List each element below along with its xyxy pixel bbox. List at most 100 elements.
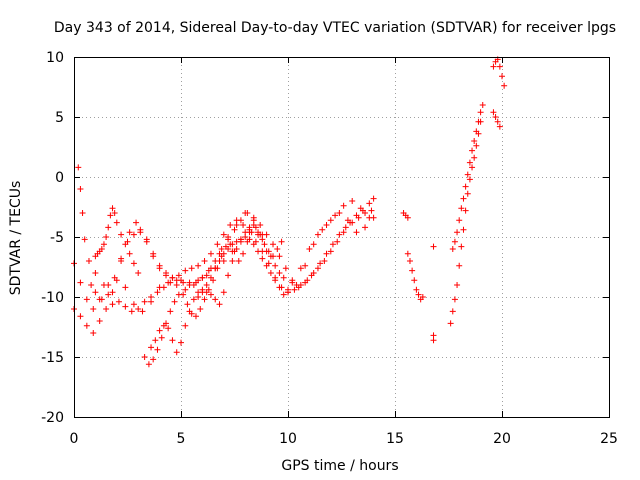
data-point xyxy=(456,217,463,224)
data-point xyxy=(368,207,375,214)
data-point xyxy=(340,202,347,209)
data-point xyxy=(195,277,202,284)
data-point xyxy=(105,224,112,231)
series-peak-drop xyxy=(490,109,503,130)
data-point xyxy=(148,294,155,300)
series-track-c xyxy=(75,164,373,296)
data-point xyxy=(130,301,137,308)
data-point xyxy=(192,313,199,320)
data-point xyxy=(263,262,270,269)
data-point xyxy=(250,214,257,221)
data-point xyxy=(113,219,120,226)
data-point xyxy=(280,291,287,298)
data-point xyxy=(327,217,334,224)
data-point xyxy=(469,147,476,154)
data-point xyxy=(297,282,304,288)
data-point xyxy=(212,265,219,272)
data-point xyxy=(451,296,458,303)
data-point xyxy=(496,63,503,70)
data-point xyxy=(473,142,480,149)
series-track-e xyxy=(141,224,285,368)
data-point xyxy=(419,294,426,300)
data-point xyxy=(141,298,148,305)
data-point xyxy=(158,334,165,341)
data-point xyxy=(103,306,110,312)
data-point xyxy=(163,270,170,276)
y-tick-label: -5 xyxy=(50,230,64,246)
data-point xyxy=(272,277,279,284)
data-point xyxy=(225,236,232,243)
series-rise-b xyxy=(449,102,486,252)
data-point xyxy=(171,298,178,305)
data-point xyxy=(334,238,341,245)
data-point xyxy=(475,118,482,125)
data-point xyxy=(233,246,240,252)
data-point xyxy=(479,102,486,108)
y-tick-label: 10 xyxy=(46,50,64,66)
data-point xyxy=(259,236,266,243)
data-point xyxy=(220,289,227,296)
data-point xyxy=(255,229,262,236)
data-point xyxy=(314,231,321,238)
data-point xyxy=(319,226,326,233)
data-point xyxy=(175,272,182,279)
data-point xyxy=(186,279,193,286)
data-point xyxy=(282,265,289,272)
data-point xyxy=(150,356,157,363)
data-point xyxy=(169,274,176,281)
data-point xyxy=(473,128,480,135)
data-point xyxy=(148,344,155,351)
data-point xyxy=(90,330,97,336)
data-point xyxy=(246,224,253,231)
data-point xyxy=(447,320,454,327)
data-point xyxy=(92,289,99,296)
data-point xyxy=(160,322,167,329)
data-point xyxy=(135,270,142,276)
data-point xyxy=(83,296,90,303)
data-point xyxy=(145,361,152,368)
data-point xyxy=(250,241,257,248)
data-point xyxy=(154,289,161,296)
data-point xyxy=(156,327,163,334)
series-gap-segment-c xyxy=(430,243,437,344)
data-point xyxy=(118,231,125,238)
x-tick-label: 15 xyxy=(386,431,404,447)
data-point xyxy=(291,286,298,293)
data-point xyxy=(342,224,349,231)
data-point xyxy=(100,241,107,248)
y-tick-label: -10 xyxy=(41,290,64,306)
series-gap-segment-b xyxy=(404,250,426,303)
data-point xyxy=(464,171,471,178)
data-point xyxy=(156,262,163,269)
data-point xyxy=(130,231,137,238)
x-tick-label: 10 xyxy=(279,431,297,447)
data-point xyxy=(178,339,184,346)
x-tick-label: 5 xyxy=(177,431,186,447)
data-point xyxy=(207,274,214,281)
data-point xyxy=(240,250,247,257)
y-tick-label: 5 xyxy=(55,110,64,126)
data-point xyxy=(96,318,103,324)
data-point xyxy=(406,258,413,264)
data-point xyxy=(355,214,362,221)
data-point xyxy=(267,270,274,276)
data-point xyxy=(141,354,148,360)
data-point xyxy=(233,238,240,245)
data-point xyxy=(178,277,184,284)
data-point xyxy=(460,195,467,202)
data-point xyxy=(274,246,281,252)
data-point xyxy=(321,258,328,264)
data-point xyxy=(92,270,99,276)
data-point xyxy=(190,296,197,303)
data-point xyxy=(244,210,251,216)
data-point xyxy=(458,243,465,250)
data-point xyxy=(409,267,416,274)
data-point xyxy=(203,282,210,288)
data-point xyxy=(111,210,118,216)
data-point xyxy=(77,313,84,320)
series-peak-segment xyxy=(490,56,508,89)
data-point xyxy=(197,306,204,312)
data-point xyxy=(454,282,461,288)
y-tick-label: 0 xyxy=(55,170,64,186)
